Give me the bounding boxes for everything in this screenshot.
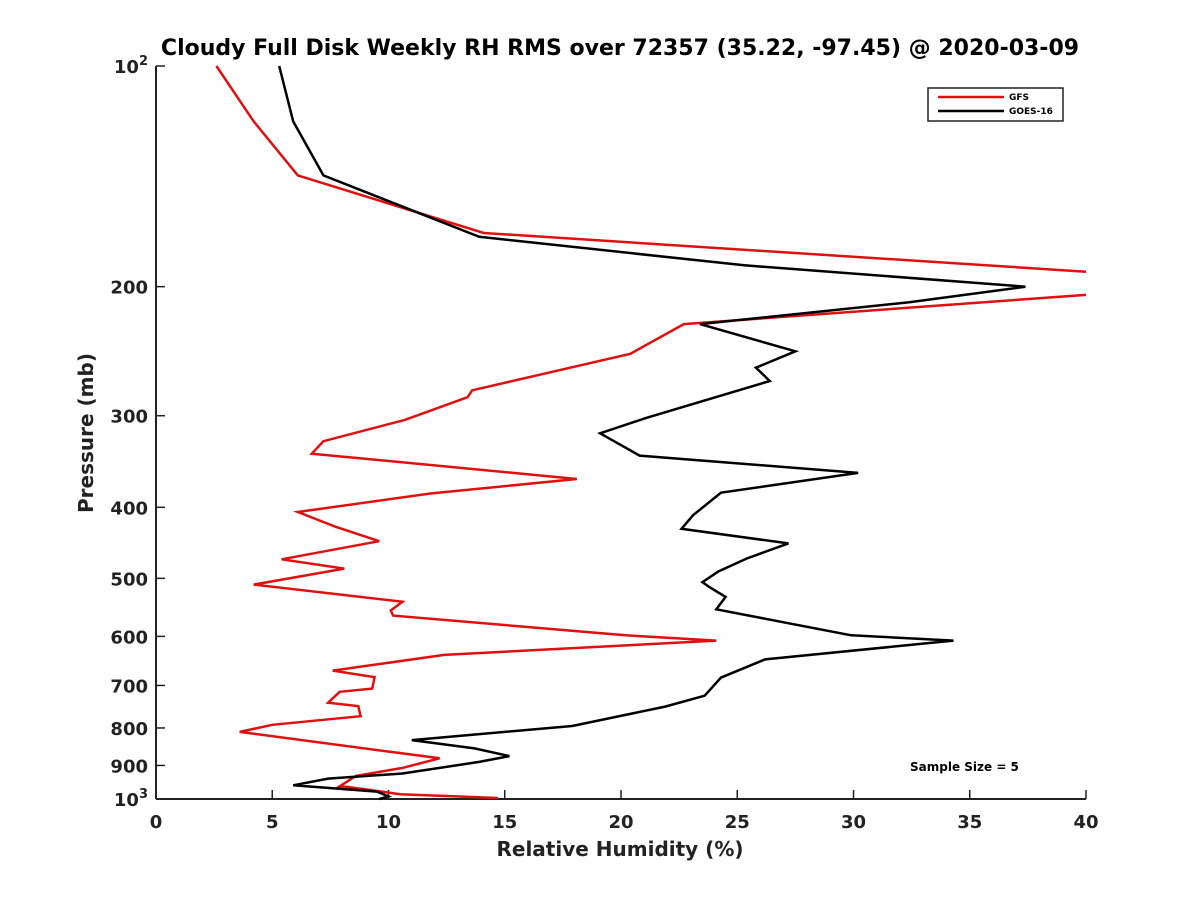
x-tick-label: 30 xyxy=(841,812,866,833)
x-axis-label: Relative Humidity (%) xyxy=(496,837,743,861)
x-tick-label: 0 xyxy=(150,812,163,833)
y-tick-label: 200 xyxy=(110,278,148,299)
x-axis-ticks: 0 5 10 15 20 25 30 35 40 xyxy=(150,790,1099,833)
y-tick-label: 600 xyxy=(110,627,148,648)
legend-label-gfs: GFS xyxy=(1009,93,1029,103)
x-tick-label: 20 xyxy=(608,812,633,833)
x-tick-label: 35 xyxy=(957,812,982,833)
y-tick-label: 800 xyxy=(110,719,148,740)
series-line-gfs xyxy=(215,65,1086,800)
y-tick-label: 500 xyxy=(110,569,148,590)
sample-size-annotation: Sample Size = 5 xyxy=(910,760,1019,774)
y-tick-label: 300 xyxy=(110,407,148,428)
x-tick-label: 5 xyxy=(266,812,279,833)
series-layer xyxy=(215,65,1086,801)
y-tick-label: 400 xyxy=(110,498,148,519)
y-axis-ticks: 102 200 300 400 500 600 700 800 900 103 xyxy=(110,54,165,811)
y-axis-label: Pressure (mb) xyxy=(74,353,98,513)
y-tick-label: 103 xyxy=(114,787,148,811)
plot-area: 0 5 10 15 20 25 30 35 40 102 200 300 400 500 600 700 80… xyxy=(110,54,1098,833)
legend: GFS GOES-16 xyxy=(927,87,1064,122)
chart-title: Cloudy Full Disk Weekly RH RMS over 7235… xyxy=(161,36,1079,61)
x-tick-label: 15 xyxy=(492,812,517,833)
y-tick-label: 700 xyxy=(110,676,148,697)
x-tick-label: 25 xyxy=(725,812,750,833)
legend-box xyxy=(927,87,1064,122)
y-tick-label: 102 xyxy=(114,54,148,78)
y-tick-label: 900 xyxy=(110,756,148,777)
x-tick-label: 10 xyxy=(376,812,401,833)
x-tick-label: 40 xyxy=(1073,812,1098,833)
legend-label-goes-16: GOES-16 xyxy=(1009,107,1053,117)
series-line-goes-16 xyxy=(277,65,1026,801)
